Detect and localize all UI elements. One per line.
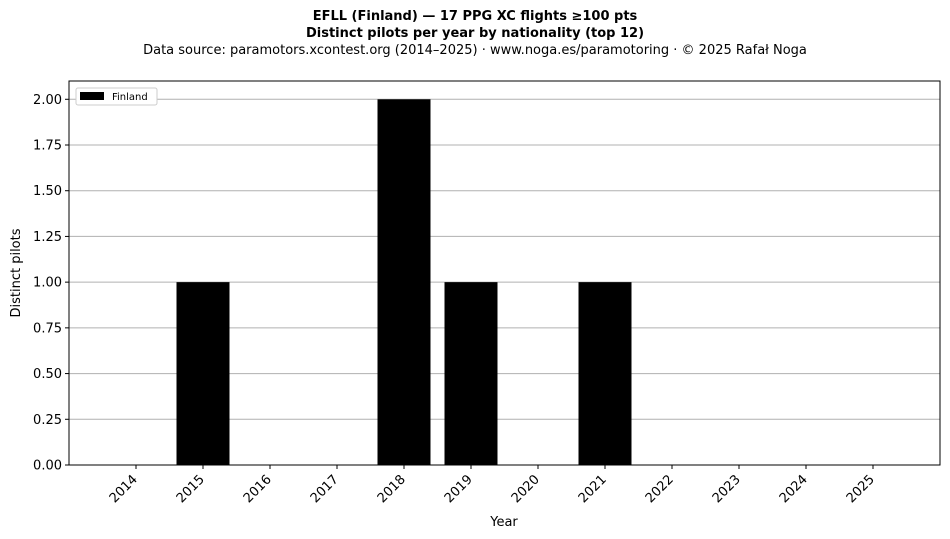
y-tick-label: 1.50	[33, 184, 62, 199]
y-tick-label: 0.25	[33, 413, 62, 428]
y-tick-label: 1.00	[33, 276, 62, 291]
x-tick-label: 2020	[509, 472, 543, 506]
x-tick-label: 2016	[241, 472, 275, 506]
y-tick-label: 2.00	[33, 93, 62, 108]
y-tick-label: 0.50	[33, 367, 62, 382]
y-tick-label: 1.75	[33, 139, 62, 154]
bars	[176, 99, 632, 466]
bar-2018	[377, 99, 431, 466]
x-tick-label: 2018	[375, 472, 409, 506]
chart-source-line: Data source: paramotors.xcontest.org (20…	[143, 43, 807, 58]
legend: Finland	[75, 87, 158, 106]
x-tick-label: 2017	[308, 472, 342, 506]
y-tick-label: 1.25	[33, 230, 62, 245]
x-tick-label: 2014	[107, 472, 141, 506]
x-tick-label: 2023	[710, 472, 744, 506]
bar-2015	[176, 282, 230, 465]
x-axis: 2014 2015 2016 2017 2018 2019 2020 2021 2022 2023…	[107, 465, 878, 506]
chart-subtitle: Distinct pilots per year by nationality …	[305, 26, 645, 41]
y-tick-label: 0.75	[33, 321, 62, 336]
x-tick-label: 2015	[174, 472, 208, 506]
legend-swatch-finland	[80, 92, 104, 100]
x-tick-label: 2022	[643, 472, 677, 506]
legend-label-finland: Finland	[112, 92, 148, 103]
x-tick-label: 2019	[442, 472, 476, 506]
x-tick-label: 2025	[844, 472, 878, 506]
chart-title: EFLL (Finland) — 17 PPG XC flights ≥100 …	[312, 9, 638, 24]
x-tick-label: 2021	[576, 472, 610, 506]
y-axis-label: Distinct pilots	[9, 228, 24, 317]
bar-2021	[578, 282, 632, 465]
y-tick-label: 0.00	[33, 459, 62, 474]
plot-area-frame	[68, 80, 941, 466]
y-axis: 0.00 0.25 0.50 0.75 1.00 1.25 1.50 1.75 2.00	[33, 93, 69, 474]
x-axis-label: Year	[489, 515, 518, 530]
bar-2019	[444, 282, 498, 465]
chart-titles: EFLL (Finland) — 17 PPG XC flights ≥100 …	[0, 8, 950, 60]
x-tick-label: 2024	[777, 472, 811, 506]
